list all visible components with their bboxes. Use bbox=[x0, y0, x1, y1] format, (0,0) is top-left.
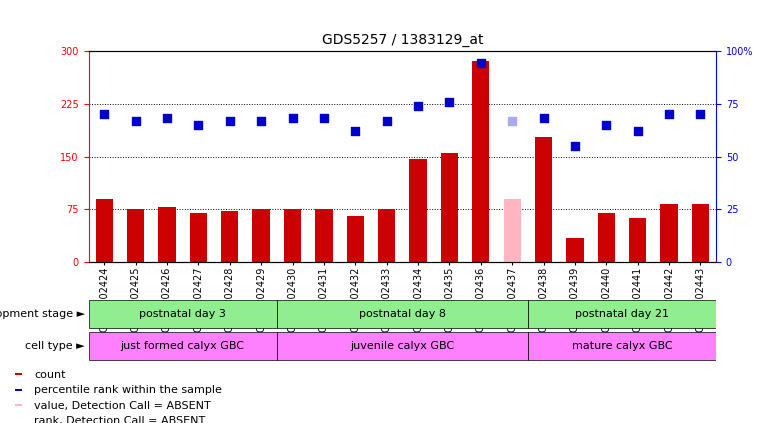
Point bbox=[192, 121, 205, 128]
Point bbox=[600, 121, 612, 128]
Bar bbox=[315, 209, 333, 262]
Bar bbox=[629, 218, 646, 262]
Text: juvenile calyx GBC: juvenile calyx GBC bbox=[350, 341, 454, 351]
Bar bbox=[89, 300, 277, 328]
Point bbox=[286, 115, 299, 122]
Point bbox=[129, 117, 142, 124]
Bar bbox=[472, 61, 490, 262]
Point bbox=[161, 115, 173, 122]
Point bbox=[412, 102, 424, 109]
Point bbox=[631, 128, 644, 135]
Point bbox=[223, 117, 236, 124]
Bar bbox=[535, 137, 552, 262]
Bar bbox=[189, 213, 207, 262]
Text: postnatal day 8: postnatal day 8 bbox=[359, 309, 446, 319]
Point bbox=[506, 117, 518, 124]
Point bbox=[569, 143, 581, 149]
Text: development stage ►: development stage ► bbox=[0, 309, 85, 319]
Bar bbox=[221, 211, 239, 262]
Bar bbox=[284, 209, 301, 262]
Bar bbox=[598, 213, 615, 262]
Bar bbox=[346, 217, 364, 262]
Bar bbox=[15, 420, 22, 421]
Bar bbox=[15, 389, 22, 391]
Bar bbox=[504, 199, 521, 262]
Bar bbox=[277, 332, 528, 360]
Point bbox=[695, 111, 707, 118]
Text: count: count bbox=[35, 370, 66, 380]
Bar bbox=[527, 300, 716, 328]
Point bbox=[380, 117, 393, 124]
Bar bbox=[440, 153, 458, 262]
Bar bbox=[378, 209, 395, 262]
Bar bbox=[89, 332, 277, 360]
Text: value, Detection Call = ABSENT: value, Detection Call = ABSENT bbox=[35, 401, 211, 411]
Text: just formed calyx GBC: just formed calyx GBC bbox=[121, 341, 245, 351]
Point bbox=[255, 117, 267, 124]
Text: rank, Detection Call = ABSENT: rank, Detection Call = ABSENT bbox=[35, 416, 206, 423]
Text: mature calyx GBC: mature calyx GBC bbox=[571, 341, 672, 351]
Bar bbox=[159, 207, 176, 262]
Bar bbox=[15, 404, 22, 406]
Bar bbox=[127, 209, 144, 262]
Point bbox=[98, 111, 110, 118]
Bar bbox=[253, 209, 270, 262]
Bar bbox=[95, 199, 113, 262]
Point bbox=[349, 128, 361, 135]
Point bbox=[318, 115, 330, 122]
Bar bbox=[410, 159, 427, 262]
Title: GDS5257 / 1383129_at: GDS5257 / 1383129_at bbox=[322, 33, 483, 47]
Text: percentile rank within the sample: percentile rank within the sample bbox=[35, 385, 223, 395]
Bar bbox=[661, 204, 678, 262]
Bar bbox=[527, 332, 716, 360]
Text: cell type ►: cell type ► bbox=[25, 341, 85, 351]
Point bbox=[444, 98, 456, 105]
Bar bbox=[15, 373, 22, 375]
Point bbox=[663, 111, 675, 118]
Bar bbox=[691, 204, 709, 262]
Text: postnatal day 3: postnatal day 3 bbox=[139, 309, 226, 319]
Bar bbox=[277, 300, 528, 328]
Point bbox=[537, 115, 550, 122]
Bar bbox=[566, 238, 584, 262]
Text: postnatal day 21: postnatal day 21 bbox=[575, 309, 669, 319]
Point bbox=[474, 60, 487, 67]
